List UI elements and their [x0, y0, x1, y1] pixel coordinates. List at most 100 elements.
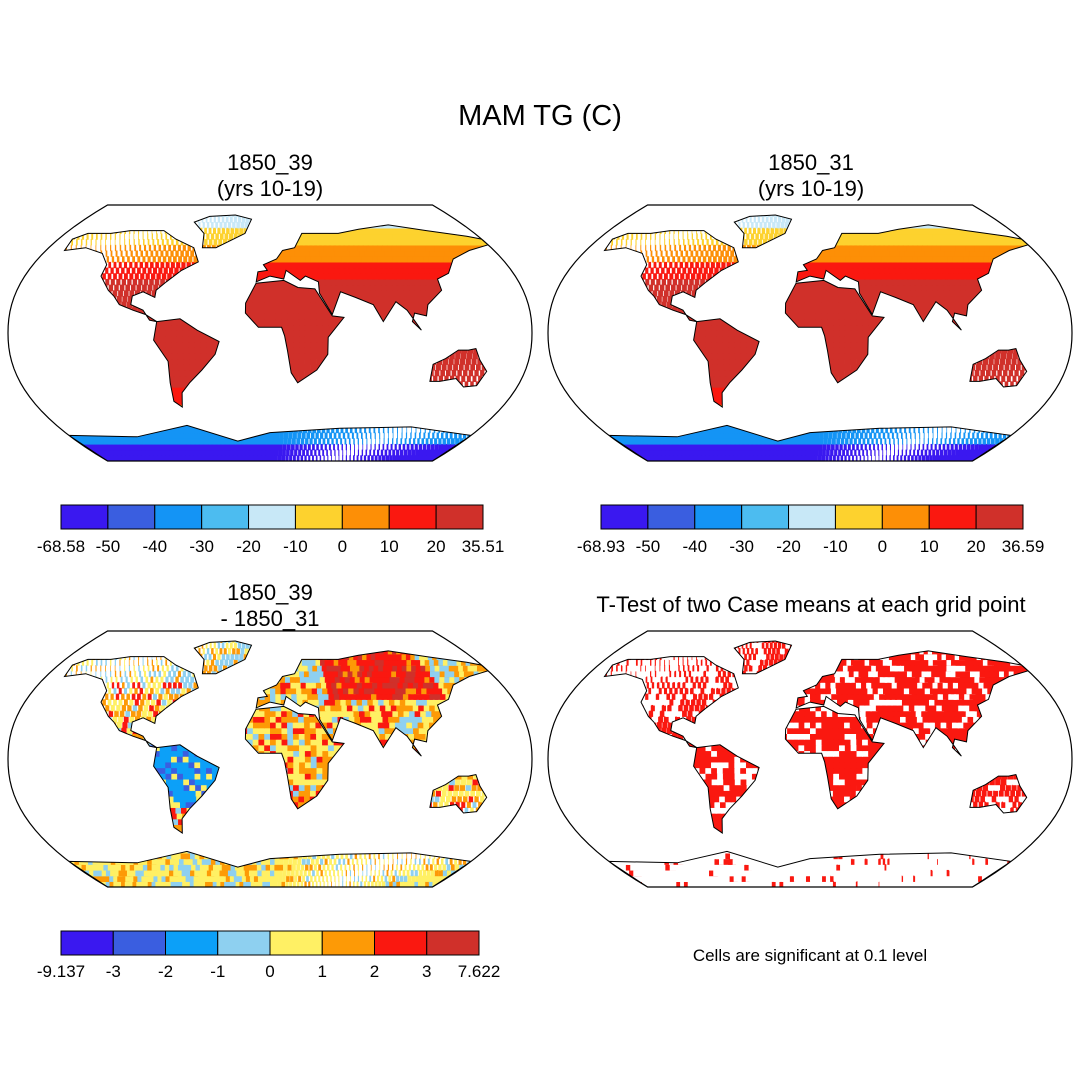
coastline-africa [784, 279, 885, 384]
colorbar-2-label-7: 3 [422, 962, 432, 981]
coastline-africa [244, 279, 345, 384]
coastline-greenland [193, 214, 253, 249]
panel-1-title: 1850_39 (yrs 10-19) [70, 150, 470, 202]
colorbar-2-swatch-1 [112, 930, 166, 956]
map-border [547, 204, 1073, 462]
colorbar-1-label-3: -30 [729, 537, 754, 556]
panel-4-title: T-Test of two Case means at each grid po… [541, 592, 1080, 618]
coastline-australia [969, 774, 1028, 814]
colorbar-1-swatch-0 [600, 504, 649, 530]
colorbar-1-label-5: -10 [823, 537, 848, 556]
colorbar-1-swatch-8 [975, 504, 1024, 530]
colorbar-1-swatch-5 [834, 504, 883, 530]
colorbar-2-label-2: -2 [157, 962, 174, 981]
colorbar-2-label-6: 2 [369, 962, 380, 981]
climo-map-1850-39 [7, 204, 533, 462]
coastline-eurasia [795, 224, 1030, 331]
colorbar-0-label-8: 20 [426, 537, 446, 556]
colorbar-2-swatch-3 [217, 930, 271, 956]
difference-map [7, 630, 533, 888]
colorbar-0-swatch-1 [107, 504, 156, 530]
colorbar-1-label-6: 0 [877, 537, 888, 556]
colorbar-1850-31 [600, 504, 1024, 530]
colorbar-0-label-0: -68.58 [36, 537, 86, 556]
colorbar-2-swatch-5 [321, 930, 375, 956]
colorbar-difference [60, 930, 480, 956]
panel-3-title: 1850_39 - 1850_31 [70, 580, 470, 632]
colorbar-0-label-2: -40 [142, 537, 168, 556]
colorbar-2-swatch-2 [165, 930, 219, 956]
colorbar-0-swatch-6 [341, 504, 390, 530]
colorbar-0-label-7: 10 [379, 537, 399, 556]
colorbar-2-label-3: -1 [210, 962, 226, 981]
colorbar-1-label-8: 20 [966, 537, 986, 556]
colorbar-1-swatch-7 [928, 504, 977, 530]
colorbar-2-swatch-7 [426, 930, 480, 956]
coastline-greenland [733, 214, 793, 249]
colorbar-2-label-8: 7.622 [457, 962, 501, 981]
panel-4-title-line1: T-Test of two Case means at each grid po… [596, 592, 1026, 617]
colorbar-2-swatch-6 [374, 930, 428, 956]
coastline-eurasia [255, 650, 490, 757]
colorbar-1-swatch-2 [694, 504, 743, 530]
colorbar-2-swatch-4 [269, 930, 323, 956]
coastline-northAmerica [603, 230, 739, 323]
figure-title: MAM TG (C) [458, 100, 622, 132]
coastline-australia [429, 774, 488, 814]
climo-map-1850-31 [547, 204, 1073, 462]
colorbar-1-swatch-4 [788, 504, 836, 530]
panel-2-title-line1: 1850_31 [768, 150, 854, 175]
coastline-southAmerica [693, 744, 760, 834]
ttest-significance-map [547, 630, 1073, 888]
colorbar-2-label-0: -9.137 [36, 962, 86, 981]
colorbar-0-label-4: -20 [236, 537, 261, 556]
colorbar-0-swatch-8 [435, 504, 484, 530]
coastline-southAmerica [153, 318, 220, 408]
colorbar-1-swatch-3 [741, 504, 790, 530]
coastline-antarctica [607, 424, 1013, 461]
coastline-africa [784, 705, 885, 810]
panel-2-title-line2: (yrs 10-19) [757, 176, 865, 201]
coastline-greenland [733, 640, 793, 675]
colorbar-1-label-7: 10 [919, 537, 939, 556]
colorbar-1-label-4: -20 [776, 537, 801, 556]
colorbar-0-swatch-7 [388, 504, 437, 530]
colorbar-1850-39-labels: -68.58 -50 -40 -30 -20 -10 0 10 20 35.51 [37, 537, 504, 559]
coastline-northAmerica [63, 230, 199, 323]
colorbar-0-label-6: 0 [337, 537, 348, 556]
coastline-australia [969, 348, 1028, 388]
panel-2-title: 1850_31 (yrs 10-19) [611, 150, 1011, 202]
colorbar-1-label-2: -40 [682, 537, 708, 556]
colorbar-1-swatch-6 [881, 504, 930, 530]
coastline-eurasia [255, 224, 490, 331]
colorbar-0-swatch-3 [201, 504, 250, 530]
colorbar-0-swatch-5 [294, 504, 343, 530]
colorbar-1-label-9: 36.59 [1001, 537, 1045, 556]
significance-note: Cells are significant at 0.1 level [692, 946, 928, 965]
panel-1-title-line2: (yrs 10-19) [216, 176, 324, 201]
colorbar-0-label-9: 35.51 [461, 537, 505, 556]
colorbar-0-swatch-0 [60, 504, 109, 530]
coastline-greenland [193, 640, 253, 675]
map-border [547, 630, 1073, 888]
coastline-southAmerica [153, 744, 220, 834]
panel-1-title-line1: 1850_39 [227, 150, 313, 175]
colorbar-0-label-5: -10 [283, 537, 308, 556]
colorbar-difference-labels: -9.137 -3 -2 -1 0 1 2 3 7.622 [37, 962, 500, 984]
coastline-northAmerica [63, 656, 199, 749]
map-border [7, 630, 533, 888]
panel-3-title-line1: 1850_39 [227, 580, 313, 605]
colorbar-0-swatch-4 [248, 504, 296, 530]
colorbar-0-label-1: -50 [95, 537, 121, 556]
colorbar-0-swatch-2 [154, 504, 203, 530]
colorbar-2-label-1: -3 [105, 962, 121, 981]
colorbar-0-label-3: -30 [189, 537, 214, 556]
colorbar-2-label-5: 1 [317, 962, 327, 981]
coastline-northAmerica [603, 656, 739, 749]
coastline-africa [244, 705, 345, 810]
coastline-southAmerica [693, 318, 760, 408]
colorbar-1850-39 [60, 504, 484, 530]
colorbar-1850-31-labels: -68.93 -50 -40 -30 -20 -10 0 10 20 36.59 [577, 537, 1044, 559]
map-border [7, 204, 533, 462]
coastline-australia [429, 348, 488, 388]
